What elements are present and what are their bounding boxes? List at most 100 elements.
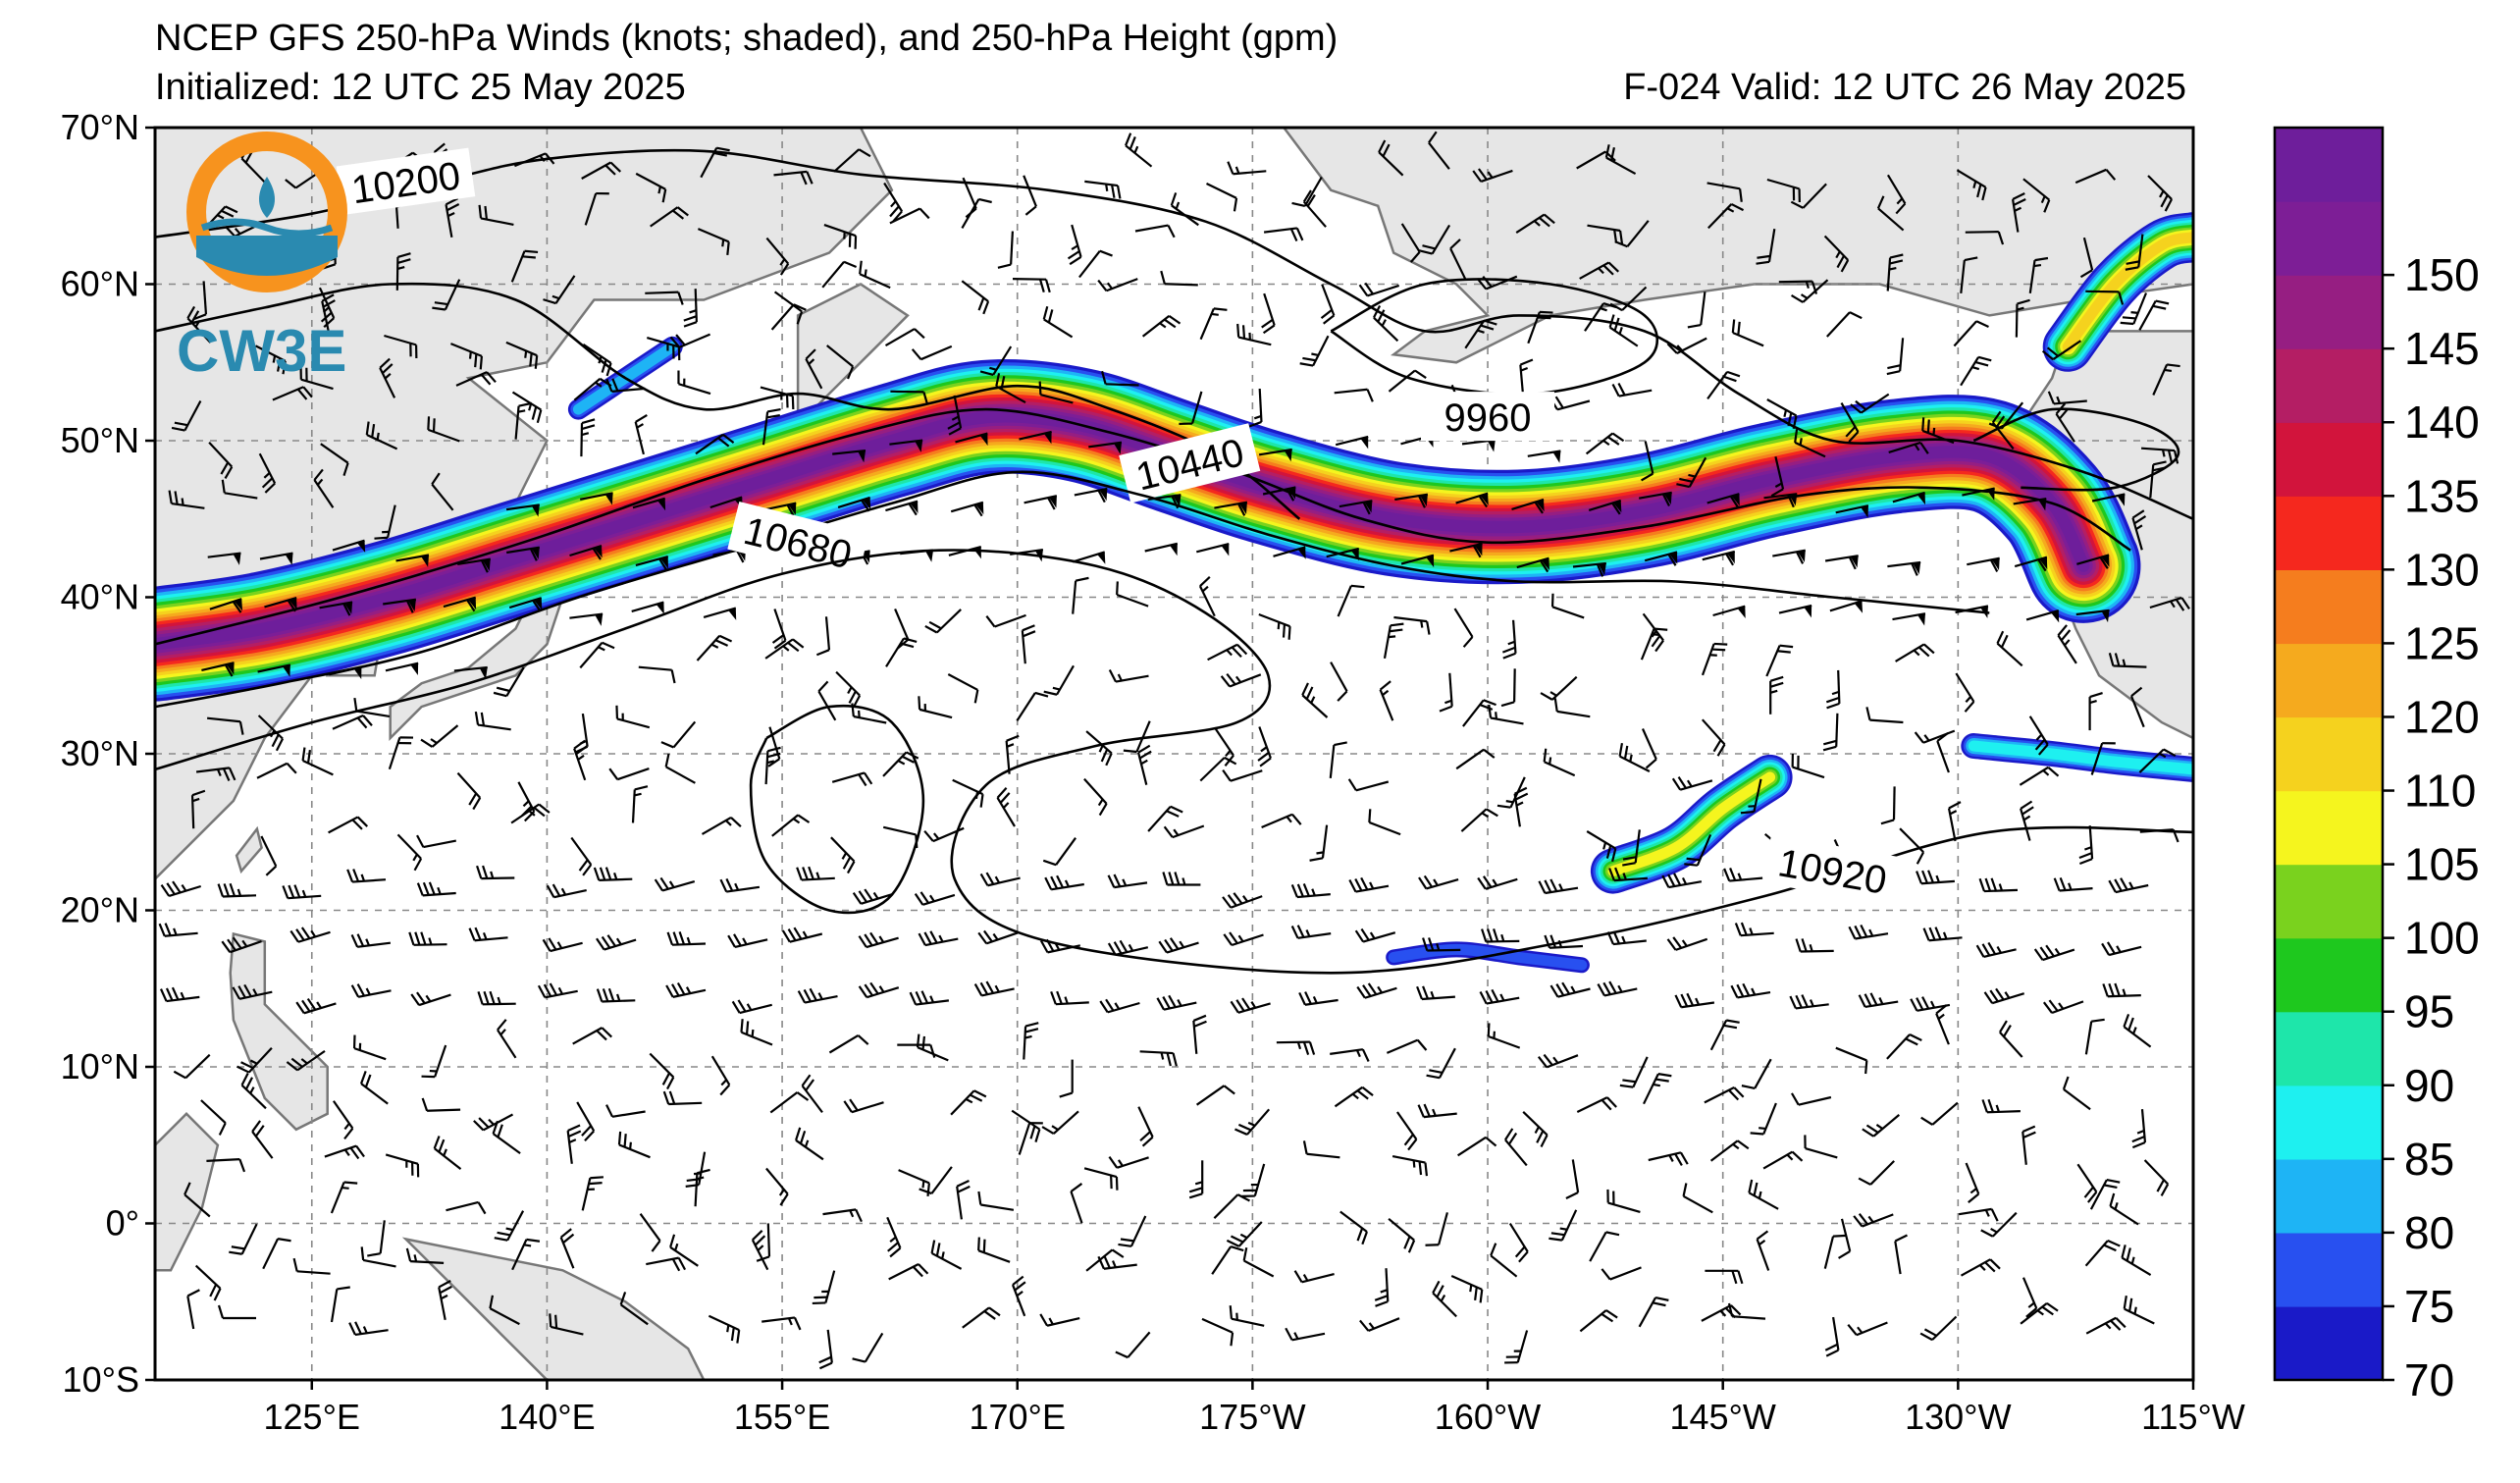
colorbar-tick-label: 110 (2404, 766, 2476, 817)
wind-barb (1019, 430, 1052, 445)
wind-barb (1206, 183, 1238, 212)
wind-barb (1727, 1302, 1766, 1320)
contour-label-bg (336, 147, 476, 216)
wind-barb (383, 598, 417, 613)
wind-barb (1023, 175, 1037, 216)
wind-barb (852, 1332, 884, 1363)
wind-barb (1207, 643, 1248, 662)
wind-barb (259, 552, 293, 565)
wind-barb (669, 333, 711, 348)
wind-barb (605, 1104, 646, 1118)
wind-barb (1892, 491, 1926, 505)
wind-barb (2123, 1295, 2155, 1325)
wind-barb (909, 990, 950, 1006)
wind-barb (2062, 1076, 2091, 1111)
wind-barb (1258, 612, 1291, 640)
wind-barb (1597, 980, 1638, 997)
wind-barb (710, 1055, 731, 1096)
wind-barb (510, 803, 551, 824)
wind-barb (683, 289, 698, 328)
wind-barb (257, 663, 291, 677)
wind-barb (1335, 435, 1369, 450)
wind-barb (332, 714, 373, 730)
wind-barb (1070, 1183, 1083, 1224)
wind-barb (701, 816, 742, 835)
wind-barb (770, 303, 807, 331)
wind-barb (2025, 609, 2060, 623)
height-contour (155, 148, 2193, 520)
wind-barb (432, 279, 461, 311)
wind-barb (919, 1166, 953, 1195)
wind-barb (1158, 937, 1199, 954)
wind-barb (1199, 307, 1228, 341)
wind-barb (1643, 1073, 1672, 1105)
wind-barb (828, 1034, 869, 1054)
wind-barb (1330, 662, 1348, 702)
colorbar-swatch (2275, 643, 2383, 718)
wind-barb (549, 1313, 584, 1336)
wind-barb (764, 746, 781, 785)
wind-barb (1261, 292, 1276, 335)
wind-barb (1572, 561, 1606, 577)
wind-barb (1084, 180, 1122, 199)
colorbar-swatch (2275, 790, 2383, 866)
land-philippines (229, 931, 329, 1132)
wind-barb (1701, 642, 1728, 676)
wind-barb (493, 666, 525, 698)
colorbar-tick-label: 80 (2404, 1207, 2454, 1258)
wind-barb (420, 724, 459, 748)
wind-barb (457, 557, 491, 573)
wind-barb (1576, 1096, 1617, 1113)
wind-barb (635, 556, 669, 571)
wind-barb (408, 931, 447, 946)
wind-barb (1302, 1140, 1340, 1159)
wind-barb (961, 280, 990, 315)
wind-barb (833, 148, 871, 173)
wind-barb (330, 1286, 350, 1323)
wind-barb (1261, 813, 1302, 829)
wind-barb (1059, 1059, 1074, 1098)
wind-barb (1391, 1155, 1429, 1177)
wind-barb (1549, 981, 1591, 998)
wind-barb (1965, 231, 2005, 245)
wind-barb (173, 1053, 211, 1080)
wind-barb (2109, 1192, 2139, 1226)
wind-barb (1339, 1210, 1368, 1245)
wind-barb (328, 816, 369, 834)
wind-barb (576, 1101, 596, 1142)
wind-barb (1956, 169, 1987, 201)
wind-barb (1302, 189, 1327, 228)
wind-barb (831, 771, 873, 787)
wind-barb (421, 1044, 447, 1079)
wind-barb (826, 344, 855, 380)
wind-barb (1394, 493, 1429, 508)
wind-barb (2074, 168, 2117, 185)
wind-barb (1222, 768, 1263, 782)
wind-barb (1840, 402, 1860, 443)
wind-barb (962, 1306, 1001, 1329)
wind-barb (1723, 868, 1763, 882)
wind-barb (997, 231, 1014, 269)
wind-barb (852, 888, 894, 905)
wind-barb (1257, 726, 1272, 768)
wind-barb (897, 1043, 936, 1058)
lat-tick-label: 70°N (61, 107, 139, 147)
wind-barb (1118, 1215, 1147, 1247)
wind-barb (1895, 643, 1935, 662)
wind-barb (1549, 1209, 1578, 1242)
contour-label-bg (1119, 423, 1261, 503)
colorbar-swatch (2275, 937, 2383, 1013)
wind-barb (1705, 1269, 1744, 1285)
land-taiwan (235, 825, 263, 874)
wind-barb (286, 1049, 326, 1072)
wind-barb (634, 413, 648, 455)
wind-barb (1241, 1163, 1266, 1197)
wind-barb (979, 345, 1013, 376)
wind-barb (593, 867, 633, 881)
wind-barb (374, 504, 396, 540)
wind-barb (1960, 355, 1992, 387)
colorbar-tick-label: 130 (2404, 544, 2480, 595)
wind-barb (1614, 220, 1650, 248)
lon-tick-label: 170°E (969, 1397, 1065, 1437)
